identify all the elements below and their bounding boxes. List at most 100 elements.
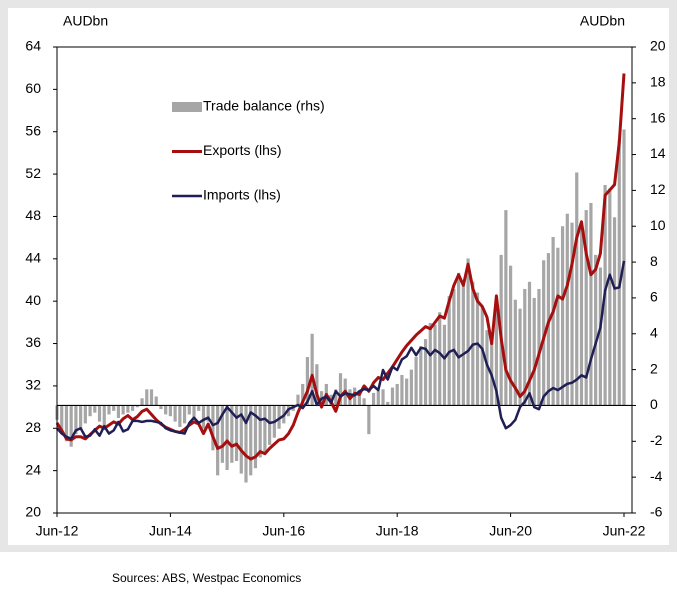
bar — [395, 383, 399, 406]
bar — [594, 254, 598, 406]
bar — [239, 405, 243, 474]
bar — [253, 405, 258, 469]
bar — [168, 405, 172, 417]
y-tick-label: 20 — [25, 504, 41, 520]
bar — [69, 405, 73, 447]
bar — [523, 288, 527, 406]
bar — [268, 405, 272, 445]
y-tick-label: 40 — [25, 292, 41, 308]
bar — [74, 405, 78, 435]
source-note: Sources: ABS, Westpac Economics — [112, 571, 301, 585]
legend-label: Imports (lhs) — [203, 187, 281, 203]
bar — [296, 394, 300, 406]
bar — [83, 405, 87, 424]
bar — [551, 236, 555, 406]
bar — [93, 405, 97, 413]
y2-tick-label: 20 — [650, 38, 666, 54]
y-tick-label: 52 — [25, 165, 41, 181]
bar — [164, 405, 168, 415]
y2-tick-label: 16 — [650, 109, 666, 125]
bar — [390, 387, 395, 406]
y-tick-label: 36 — [25, 334, 41, 350]
bar — [584, 210, 588, 406]
bar — [376, 391, 380, 406]
bar — [206, 405, 210, 422]
bar — [480, 306, 484, 406]
bar — [182, 405, 187, 424]
y-tick-label: 48 — [25, 207, 41, 223]
y2-tick-label: 10 — [650, 217, 666, 233]
bar — [126, 405, 130, 413]
bar — [230, 405, 234, 463]
y2-tick-label: 14 — [650, 145, 666, 161]
bar — [362, 398, 366, 406]
bar — [485, 330, 489, 406]
bar — [542, 260, 546, 406]
bar — [381, 389, 385, 406]
bar — [433, 324, 437, 406]
bar — [79, 405, 83, 429]
y2-tick-label: 6 — [650, 289, 658, 305]
y2-tick-label: 8 — [650, 253, 658, 269]
y2-axis-label: AUDbn — [580, 13, 625, 29]
bar — [211, 405, 215, 451]
bar — [575, 172, 579, 406]
bar — [263, 405, 267, 454]
y-axis-label: AUDbn — [63, 13, 108, 29]
y-tick-label: 44 — [25, 250, 41, 266]
bar — [197, 405, 201, 411]
y2-tick-label: 4 — [650, 324, 658, 340]
bar — [131, 405, 135, 411]
legend-label: Exports (lhs) — [203, 142, 282, 158]
bar — [386, 401, 390, 406]
bar — [608, 188, 612, 406]
y-tick-label: 28 — [25, 419, 41, 435]
bar — [192, 405, 196, 420]
bar — [88, 405, 92, 417]
y-tick-label: 24 — [25, 461, 41, 477]
bar — [258, 405, 262, 458]
bar — [527, 281, 532, 406]
y-tick-label: 60 — [25, 80, 41, 96]
bar — [612, 217, 617, 406]
y2-tick-label: -4 — [650, 468, 663, 484]
bar — [244, 405, 248, 483]
bar — [97, 405, 102, 422]
x-tick-label: Jun-18 — [376, 523, 419, 539]
bar — [494, 301, 499, 406]
bar — [201, 405, 206, 429]
bar — [565, 213, 569, 406]
bar — [579, 226, 584, 406]
bar — [537, 288, 541, 406]
plot-area — [57, 47, 632, 513]
bar — [414, 357, 418, 406]
bar — [509, 265, 513, 406]
bar — [149, 389, 154, 406]
plot-frame — [56, 46, 633, 514]
bar — [405, 378, 409, 406]
bar — [102, 405, 106, 427]
bar — [338, 373, 343, 406]
bar — [617, 140, 621, 406]
bar — [216, 405, 220, 476]
y2-tick-label: -6 — [650, 504, 663, 520]
bar — [570, 222, 574, 406]
bar — [438, 312, 442, 406]
bar — [504, 210, 508, 406]
bar — [466, 258, 470, 406]
bar — [225, 405, 229, 470]
bar — [334, 389, 338, 406]
x-tick-label: Jun-16 — [262, 523, 305, 539]
y-tick-label: 56 — [25, 122, 41, 138]
bar — [371, 392, 376, 406]
bar — [452, 288, 456, 406]
bar — [442, 324, 447, 406]
bar — [315, 364, 319, 406]
bar — [112, 405, 116, 411]
bar — [367, 405, 371, 435]
bar — [135, 405, 139, 408]
bar — [64, 405, 69, 442]
bar — [589, 202, 593, 406]
bar — [560, 226, 565, 406]
